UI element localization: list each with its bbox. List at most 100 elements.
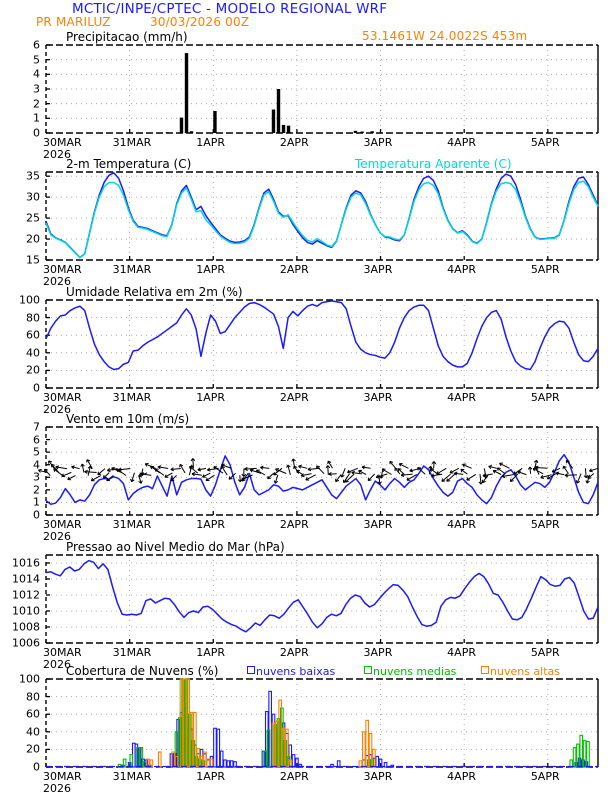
- xtick-nuvens-4: 3APR: [364, 770, 393, 783]
- ytick-umidade-40: 40: [0, 346, 40, 359]
- ytick-nuvens-100: 100: [0, 673, 40, 686]
- year-label-vento: 2026: [43, 530, 71, 543]
- ytick-nuvens-0: 0: [0, 761, 40, 774]
- xtick-nuvens-5: 4APR: [447, 770, 476, 783]
- ytick-umidade-80: 80: [0, 311, 40, 324]
- xtick-temperatura-5: 4APR: [447, 263, 476, 276]
- ytick-vento-3: 3: [0, 471, 40, 484]
- ytick-precipitacao-0: 0: [0, 127, 40, 140]
- wind-barbs: [38, 458, 598, 484]
- year-label-pressao: 2026: [43, 658, 71, 671]
- ytick-umidade-60: 60: [0, 329, 40, 342]
- bars-nuvens-nuvens-baixas: [122, 691, 588, 767]
- ytick-pressao-1010: 1010: [0, 605, 40, 618]
- xtick-nuvens-0: 30MAR: [43, 770, 82, 783]
- xtick-precipitacao-4: 3APR: [364, 136, 393, 149]
- xtick-umidade-2: 1APR: [196, 391, 225, 404]
- ytick-temperatura-15: 15: [0, 254, 40, 267]
- xtick-vento-4: 3APR: [364, 518, 393, 531]
- xtick-precipitacao-0: 30MAR: [43, 136, 82, 149]
- series-temperatura-temperatura-aparente-c-: [46, 181, 598, 257]
- ytick-umidade-20: 20: [0, 364, 40, 377]
- xtick-pressao-3: 2APR: [280, 646, 309, 659]
- series-pressao-pressao-ao-nivel-medio-do-mar-hpa-: [46, 561, 598, 632]
- series-vento-vento-em-10m-m-s-: [46, 455, 598, 505]
- xtick-pressao-5: 4APR: [447, 646, 476, 659]
- xtick-umidade-5: 4APR: [447, 391, 476, 404]
- xtick-precipitacao-6: 5APR: [531, 136, 560, 149]
- ytick-nuvens-80: 80: [0, 690, 40, 703]
- legend-temperatura-aparente: Temperatura Aparente (C): [355, 157, 512, 171]
- ytick-umidade-0: 0: [0, 382, 40, 395]
- ytick-precipitacao-3: 3: [0, 83, 40, 96]
- bars-precipitacao-precipitacao: [166, 53, 592, 133]
- ytick-precipitacao-4: 4: [0, 68, 40, 81]
- station-label: PR MARILUZ: [36, 15, 111, 29]
- ytick-temperatura-35: 35: [0, 170, 40, 183]
- series-temperatura-2-m-temperatura-c-: [46, 173, 598, 258]
- ytick-nuvens-20: 20: [0, 743, 40, 756]
- ytick-nuvens-60: 60: [0, 708, 40, 721]
- xtick-temperatura-0: 30MAR: [43, 263, 82, 276]
- panel-title-vento: Vento em 10m (m/s): [66, 412, 189, 426]
- panel-title-nuvens: Cobertura de Nuvens (%): [66, 664, 218, 678]
- xtick-umidade-0: 30MAR: [43, 391, 82, 404]
- xtick-precipitacao-3: 2APR: [280, 136, 309, 149]
- ytick-vento-6: 6: [0, 433, 40, 446]
- ytick-pressao-1016: 1016: [0, 557, 40, 570]
- ytick-precipitacao-6: 6: [0, 39, 40, 52]
- year-label-nuvens: 2026: [43, 782, 71, 795]
- ytick-pressao-1008: 1008: [0, 621, 40, 634]
- year-label-temperatura: 2026: [43, 275, 71, 288]
- legend-swatch-icon: [364, 666, 372, 674]
- legend-swatch-icon: [481, 666, 489, 674]
- year-label-umidade: 2026: [43, 403, 71, 416]
- xtick-temperatura-6: 5APR: [531, 263, 560, 276]
- ytick-nuvens-40: 40: [0, 725, 40, 738]
- xtick-temperatura-1: 31MAR: [113, 263, 152, 276]
- xtick-vento-6: 5APR: [531, 518, 560, 531]
- xtick-nuvens-6: 5APR: [531, 770, 560, 783]
- panel-title-umidade: Umidade Relativa em 2m (%): [66, 285, 243, 299]
- legend-item-nuvens-baixas: nuvens baixas: [247, 665, 335, 678]
- xtick-precipitacao-1: 31MAR: [113, 136, 152, 149]
- ytick-temperatura-30: 30: [0, 191, 40, 204]
- xtick-precipitacao-2: 1APR: [196, 136, 225, 149]
- ytick-precipitacao-1: 1: [0, 112, 40, 125]
- xtick-pressao-1: 31MAR: [113, 646, 152, 659]
- ytick-temperatura-20: 20: [0, 233, 40, 246]
- runtime-label: 30/03/2026 00Z: [150, 15, 249, 29]
- panel-title-precipitacao: Precipitacao (mm/h): [66, 30, 188, 44]
- series-umidade-umidade-relativa-em-2m-: [46, 301, 598, 370]
- xtick-pressao-0: 30MAR: [43, 646, 82, 659]
- xtick-pressao-4: 3APR: [364, 646, 393, 659]
- legend-item-nuvens-medias: nuvens medias: [364, 665, 456, 678]
- xtick-temperatura-3: 2APR: [280, 263, 309, 276]
- legend-item-nuvens-altas: nuvens altas: [481, 665, 560, 678]
- ytick-pressao-1006: 1006: [0, 637, 40, 650]
- bars-nuvens-nuvens-medias: [118, 679, 589, 767]
- bars-nuvens-nuvens-altas: [147, 679, 375, 767]
- panel-title-temperatura: 2-m Temperatura (C): [66, 157, 191, 171]
- xtick-temperatura-2: 1APR: [196, 263, 225, 276]
- xtick-umidade-4: 3APR: [364, 391, 393, 404]
- ytick-pressao-1014: 1014: [0, 573, 40, 586]
- ytick-vento-4: 4: [0, 458, 40, 471]
- xtick-umidade-6: 5APR: [531, 391, 560, 404]
- xtick-pressao-2: 1APR: [196, 646, 225, 659]
- ytick-vento-2: 2: [0, 483, 40, 496]
- xtick-vento-0: 30MAR: [43, 518, 82, 531]
- xtick-nuvens-2: 1APR: [196, 770, 225, 783]
